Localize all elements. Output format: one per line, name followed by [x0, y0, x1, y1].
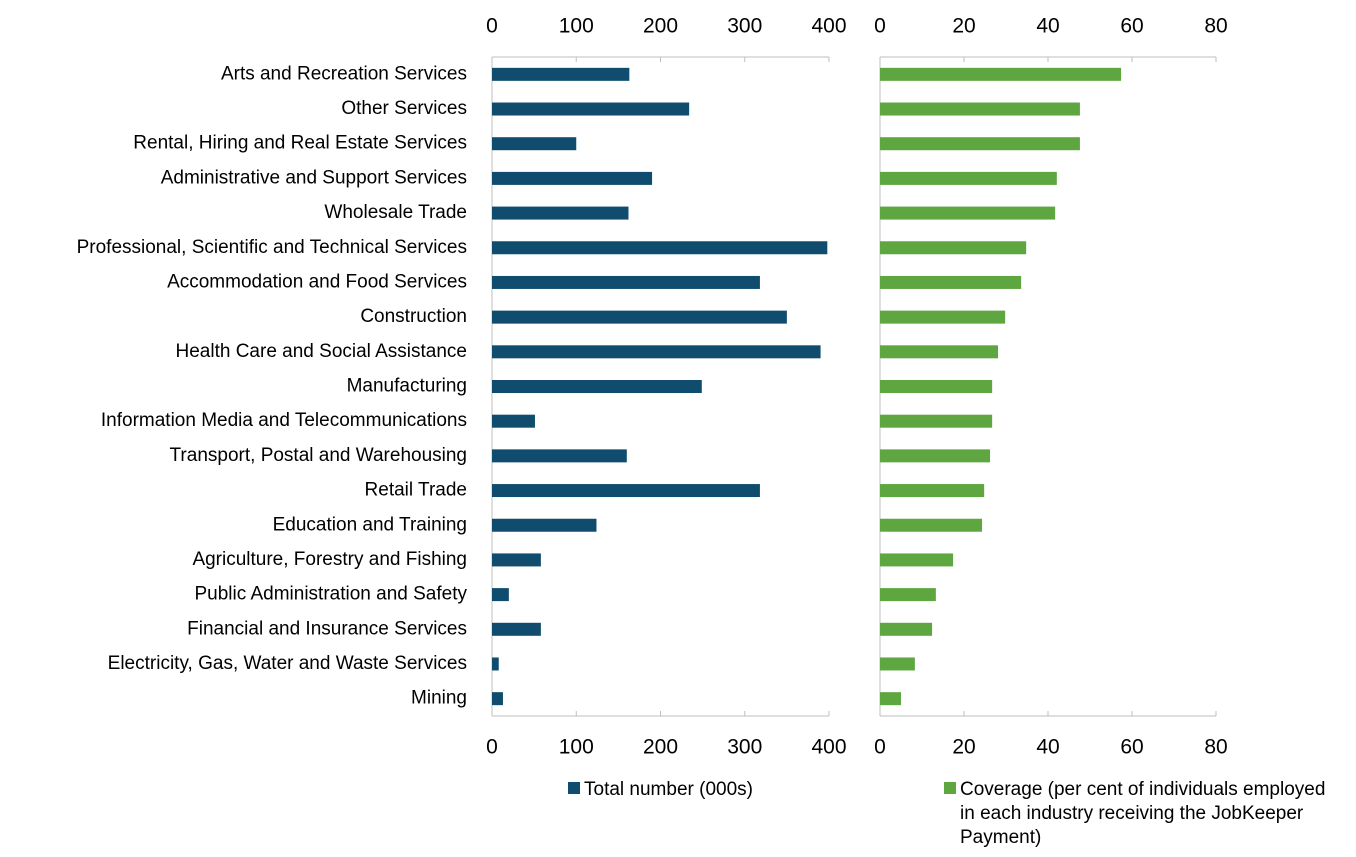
bar	[492, 692, 503, 706]
bar	[492, 449, 627, 463]
bar	[492, 380, 702, 393]
bar	[492, 553, 541, 567]
bar	[492, 345, 821, 359]
bar	[880, 588, 936, 602]
bar	[492, 414, 535, 428]
bar	[492, 622, 541, 636]
bar	[880, 380, 993, 393]
bar	[880, 553, 954, 567]
bar	[492, 657, 499, 671]
bar	[880, 622, 933, 636]
category-label: Financial and Insurance Services	[187, 618, 467, 639]
bar	[492, 102, 690, 116]
x-tick-label: 40	[1036, 15, 1059, 38]
bar	[880, 102, 1080, 116]
category-label: Rental, Hiring and Real Estate Services	[133, 133, 467, 154]
bar	[492, 206, 629, 220]
x-tick-label: 200	[643, 15, 678, 38]
bar	[880, 137, 1080, 151]
x-tick-label: 400	[811, 736, 846, 759]
x-tick-label: 60	[1120, 15, 1143, 38]
x-tick-label: 0	[486, 15, 498, 38]
bar	[880, 692, 901, 706]
category-label: Accommodation and Food Services	[167, 271, 467, 292]
category-label: Administrative and Support Services	[161, 167, 467, 188]
bar	[492, 241, 828, 255]
bar	[492, 310, 787, 324]
category-label: Manufacturing	[347, 376, 467, 397]
x-tick-label: 60	[1120, 736, 1143, 759]
bar	[492, 275, 760, 289]
x-tick-label: 20	[952, 736, 975, 759]
bar	[880, 657, 915, 671]
x-tick-label: 20	[952, 15, 975, 38]
x-tick-label: 80	[1204, 15, 1227, 38]
bar	[492, 518, 597, 532]
category-label: Education and Training	[273, 514, 467, 535]
category-label: Construction	[360, 306, 467, 327]
bar	[880, 275, 1022, 289]
x-tick-label: 100	[559, 736, 594, 759]
category-label: Electricity, Gas, Water and Waste Servic…	[108, 653, 467, 674]
bar	[492, 484, 760, 498]
x-tick-label: 300	[727, 736, 762, 759]
category-label: Professional, Scientific and Technical S…	[77, 237, 467, 258]
bar	[492, 67, 630, 81]
legend-item: Coverage (per cent of individuals employ…	[944, 778, 1340, 850]
bar	[880, 206, 1056, 220]
bar	[880, 484, 985, 498]
bar	[880, 345, 999, 359]
category-label: Transport, Postal and Warehousing	[170, 445, 467, 466]
x-tick-label: 400	[811, 15, 846, 38]
x-tick-label: 100	[559, 15, 594, 38]
category-label: Other Services	[341, 98, 467, 119]
x-tick-label: 0	[874, 15, 886, 38]
category-label: Mining	[411, 688, 467, 709]
bar	[880, 414, 993, 428]
bar	[880, 310, 1006, 324]
x-tick-label: 300	[727, 15, 762, 38]
legend-item: Total number (000s)	[568, 778, 884, 802]
bar	[880, 67, 1122, 81]
legend-label: Coverage (per cent of individuals employ…	[960, 779, 1326, 848]
category-label: Retail Trade	[365, 480, 467, 501]
category-label: Wholesale Trade	[324, 202, 467, 223]
bar	[880, 241, 1027, 255]
bar	[492, 171, 653, 185]
legend-label: Total number (000s)	[584, 779, 753, 800]
x-tick-label: 40	[1036, 736, 1059, 759]
category-label: Information Media and Telecommunications	[101, 410, 467, 431]
bar	[492, 137, 577, 151]
bar	[880, 449, 991, 463]
x-tick-label: 0	[486, 736, 498, 759]
legend-swatch	[944, 782, 956, 794]
x-tick-label: 200	[643, 736, 678, 759]
legend-swatch	[568, 782, 580, 794]
category-label: Arts and Recreation Services	[221, 63, 467, 84]
bar	[880, 518, 983, 532]
bar	[880, 171, 1057, 185]
bar	[492, 588, 509, 602]
category-label: Agriculture, Forestry and Fishing	[192, 549, 467, 570]
category-label: Health Care and Social Assistance	[176, 341, 468, 362]
category-label: Public Administration and Safety	[195, 584, 468, 605]
x-tick-label: 80	[1204, 736, 1227, 759]
x-tick-label: 0	[874, 736, 886, 759]
